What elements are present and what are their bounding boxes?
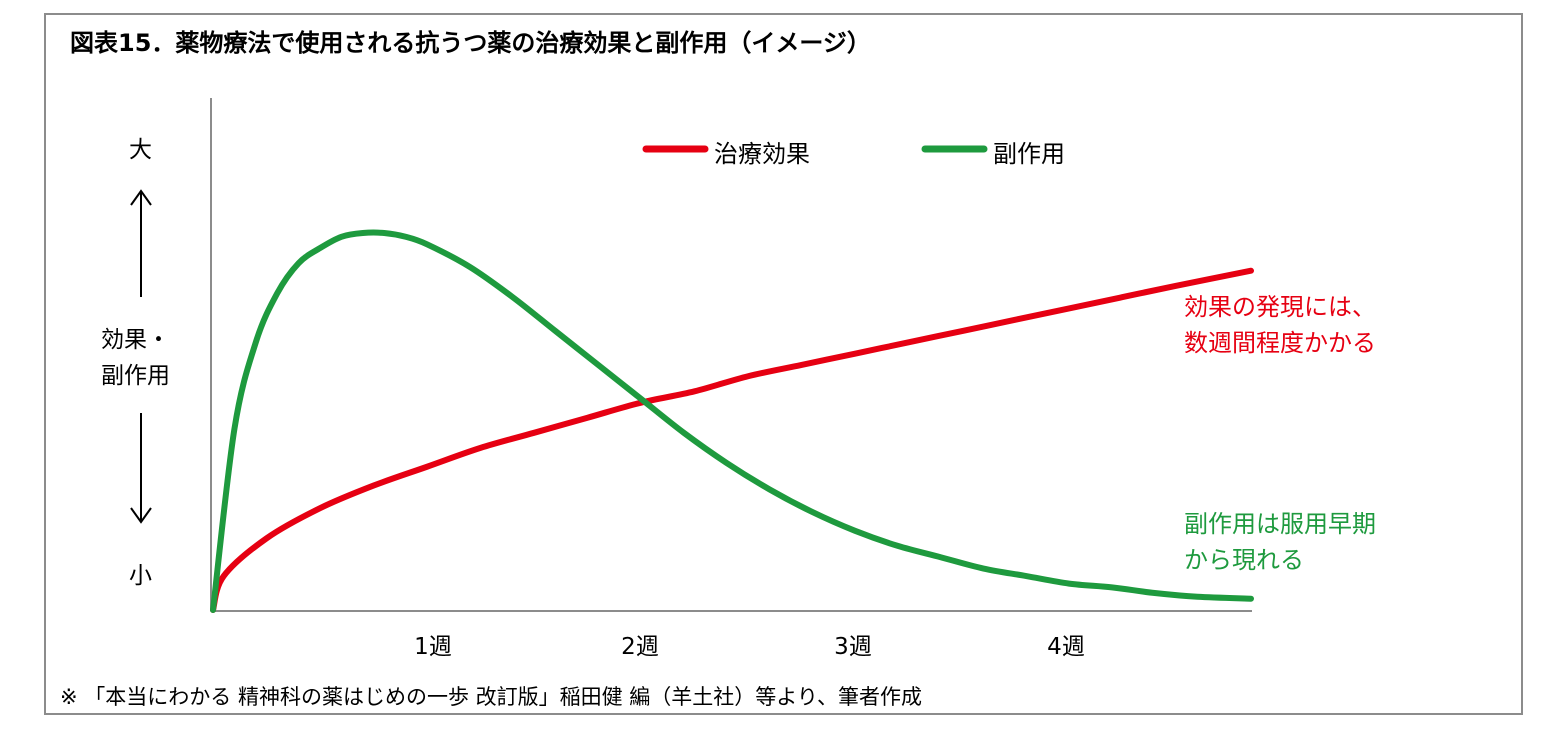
- source-note: ※ 「本当にわかる 精神科の薬はじめの一歩 改訂版」稲田健 編（羊土社）等より、…: [60, 685, 923, 709]
- figure-frame: [44, 13, 1523, 715]
- annotation-effect-line2: 数週間程度かかる: [1184, 329, 1376, 357]
- y-axis-label-line2: 副作用: [101, 363, 170, 389]
- series-layer: [210, 229, 1254, 613]
- x-tick-label-week1: 1週: [414, 634, 452, 660]
- chart-title: 図表15．薬物療法で使用される抗うつ薬の治療効果と副作用（イメージ）: [70, 29, 871, 57]
- annotation-effect: 効果の発現には、 数週間程度かかる: [1184, 289, 1376, 361]
- y-axis-label-line1: 効果・: [101, 327, 170, 353]
- series-line-side-effect: [210, 229, 1254, 613]
- legend-label-effect: 治療効果: [714, 140, 810, 168]
- x-tick-label-week2: 2週: [621, 634, 659, 660]
- annotation-side-effect: 副作用は服用早期 から現れる: [1184, 506, 1376, 578]
- legend-label-side-effect: 副作用: [993, 140, 1065, 168]
- y-label-small: 小: [129, 563, 152, 589]
- annotation-side-effect-line1: 副作用は服用早期: [1184, 510, 1376, 538]
- y-axis-label: 効果・ 副作用: [101, 322, 170, 394]
- up-arrow-icon: [130, 189, 152, 297]
- x-tick-label-week4: 4週: [1047, 634, 1085, 660]
- x-tick-label-week3: 3週: [834, 634, 872, 660]
- annotation-effect-line1: 効果の発現には、: [1184, 293, 1376, 321]
- annotation-side-effect-line2: から現れる: [1184, 546, 1304, 574]
- down-arrow-icon: [130, 413, 152, 524]
- series-line-effect: [210, 267, 1254, 613]
- y-label-large: 大: [129, 137, 152, 163]
